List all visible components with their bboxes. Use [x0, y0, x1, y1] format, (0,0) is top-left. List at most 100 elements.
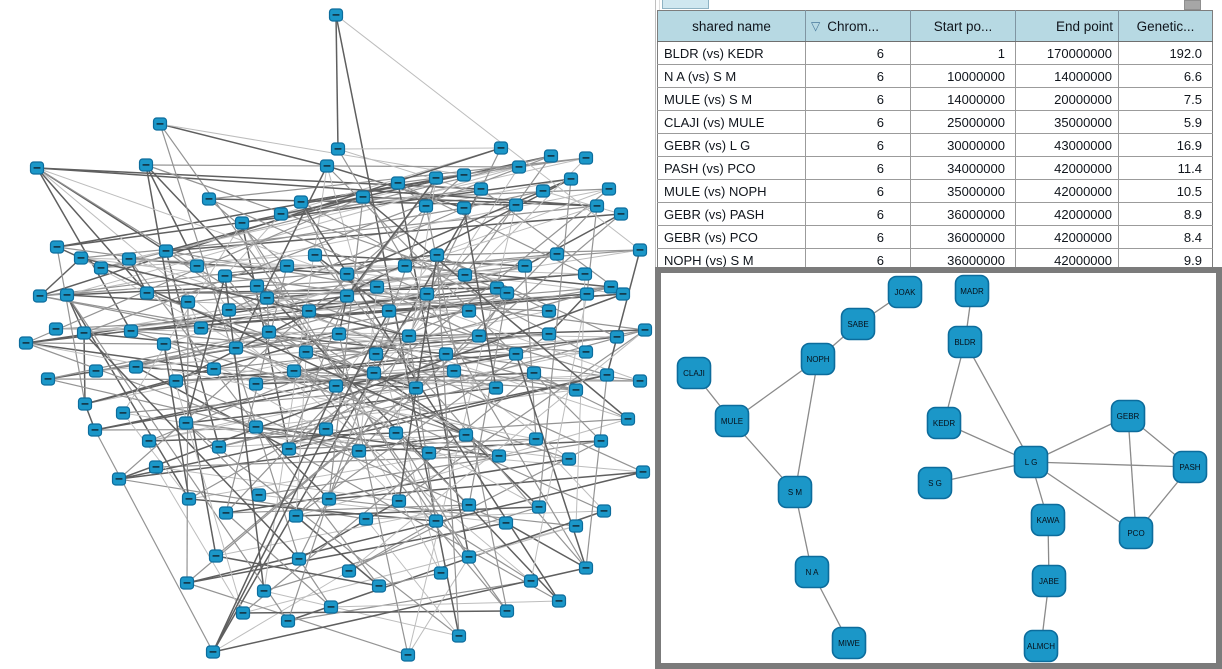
network-edge — [188, 438, 537, 500]
network-edge — [212, 385, 337, 653]
cell-chromosome: 6 — [805, 156, 911, 180]
table-row[interactable]: GEBR (vs) PCO 6 36000000 42000000 8.4 — [657, 225, 1213, 249]
cell-start_point: 34000000 — [910, 156, 1016, 180]
cell-start_point: 30000000 — [910, 133, 1016, 157]
node-label: NOPH — [806, 355, 829, 364]
network-edge — [155, 466, 400, 502]
column-header-genetic[interactable]: Genetic... — [1118, 10, 1213, 42]
network-node-claji[interactable] — [676, 356, 712, 390]
node-label: ALMCH — [1027, 642, 1055, 651]
network-node-bldr[interactable] — [947, 325, 983, 359]
network-node-pash[interactable] — [1172, 450, 1208, 484]
node-label-smudge — [22, 342, 30, 344]
network-edge[interactable] — [794, 358, 819, 493]
table-row[interactable]: MULE (vs) S M 6 14000000 20000000 7.5 — [657, 87, 1213, 111]
network-node-miwe[interactable] — [831, 626, 867, 660]
node-label-smudge — [125, 258, 133, 260]
table-row[interactable]: GEBR (vs) PASH 6 36000000 42000000 8.9 — [657, 202, 1213, 226]
node-label: PCO — [1127, 529, 1144, 538]
table-row[interactable]: N A (vs) S M 6 10000000 14000000 6.6 — [657, 64, 1213, 88]
network-node-sabe[interactable] — [840, 307, 876, 341]
node-label-smudge — [437, 572, 445, 574]
network-edge — [298, 500, 400, 560]
network-edge — [255, 426, 330, 500]
node-label-smudge — [372, 353, 380, 355]
network-edge — [39, 295, 577, 391]
network-node-almch[interactable] — [1023, 629, 1059, 663]
node-label-smudge — [619, 293, 627, 295]
network-node-kedr[interactable] — [926, 406, 962, 440]
node-label-smudge — [555, 600, 563, 602]
network-edge — [80, 257, 540, 508]
network-edge — [314, 254, 587, 569]
node-label-smudge — [285, 448, 293, 450]
node-label-smudge — [284, 620, 292, 622]
network-node-n-a[interactable] — [794, 555, 830, 589]
column-header-shared_name[interactable]: shared name — [657, 10, 806, 42]
network-node-pco[interactable] — [1118, 516, 1154, 550]
table-row[interactable]: NOPH (vs) S M 6 36000000 42000000 9.9 — [657, 248, 1213, 272]
node-label: KAWA — [1037, 516, 1061, 525]
scrollbar-fragment[interactable] — [1184, 0, 1201, 10]
network-edge — [335, 14, 339, 150]
network-node-noph[interactable] — [800, 342, 836, 376]
table-row[interactable]: CLAJI (vs) MULE 6 25000000 35000000 5.9 — [657, 110, 1213, 134]
network-edge[interactable] — [1127, 415, 1137, 534]
network-node-joak[interactable] — [887, 275, 923, 309]
node-label-smudge — [44, 378, 52, 380]
network-node-madr[interactable] — [954, 274, 990, 308]
node-label-smudge — [53, 246, 61, 248]
node-label-smudge — [127, 330, 135, 332]
node-label-smudge — [432, 177, 440, 179]
network-node-s-m[interactable] — [777, 475, 813, 509]
node-label-smudge — [182, 422, 190, 424]
network-node-l-g[interactable] — [1013, 445, 1049, 479]
table-row[interactable]: BLDR (vs) KEDR 6 1 170000000 192.0 — [657, 41, 1213, 65]
node-label-smudge — [503, 292, 511, 294]
network-node-jabe[interactable] — [1031, 564, 1067, 598]
cell-genetic: 16.9 — [1118, 133, 1213, 157]
cell-shared_name: CLAJI (vs) MULE — [657, 110, 806, 134]
cell-start_point: 25000000 — [910, 110, 1016, 134]
subnetwork-view[interactable]: JOAK MADR SABE BLDR NOPH CLAJI MULE KEDR GEBR L G… — [661, 273, 1216, 663]
large-network-view[interactable] — [0, 0, 655, 669]
column-header-start_point[interactable]: Start po... — [910, 10, 1016, 42]
filter-icon[interactable]: ▽ — [811, 18, 821, 33]
network-edge — [542, 190, 622, 215]
table-row[interactable]: PASH (vs) PCO 6 34000000 42000000 11.4 — [657, 156, 1213, 180]
network-edge[interactable] — [1030, 461, 1137, 534]
node-label-smudge — [77, 257, 85, 259]
node-label-smudge — [277, 213, 285, 215]
node-label-smudge — [332, 385, 340, 387]
network-node-mule[interactable] — [714, 404, 750, 438]
node-label-smudge — [162, 250, 170, 252]
node-label-smudge — [603, 374, 611, 376]
cell-end_point: 14000000 — [1015, 64, 1119, 88]
table-tab-fragment[interactable] — [662, 0, 709, 9]
network-edge — [330, 600, 560, 608]
node-label-smudge — [345, 570, 353, 572]
node-label-smudge — [497, 147, 505, 149]
cell-genetic: 8.4 — [1118, 225, 1213, 249]
node-label-smudge — [305, 310, 313, 312]
network-edge[interactable] — [964, 341, 1032, 463]
node-label-smudge — [255, 494, 263, 496]
network-edge — [445, 353, 577, 391]
node-label-smudge — [172, 380, 180, 382]
node-label-smudge — [636, 249, 644, 251]
node-label: SABE — [847, 320, 868, 329]
network-node-kawa[interactable] — [1030, 503, 1066, 537]
node-label-smudge — [636, 380, 644, 382]
column-header-end_point[interactable]: End point — [1015, 10, 1119, 42]
table-row[interactable]: MULE (vs) NOPH 6 35000000 42000000 10.5 — [657, 179, 1213, 203]
network-edge[interactable] — [1030, 461, 1191, 468]
network-edge — [100, 207, 465, 269]
network-edge — [122, 412, 190, 500]
network-edge — [436, 254, 460, 637]
network-node-gebr[interactable] — [1110, 399, 1146, 433]
network-node-s-g[interactable] — [917, 466, 953, 500]
table-row[interactable]: GEBR (vs) L G 6 30000000 43000000 16.9 — [657, 133, 1213, 157]
node-label-smudge — [582, 567, 590, 569]
column-header-chromosome[interactable]: ▽ Chrom... — [805, 10, 911, 42]
node-label-smudge — [515, 166, 523, 168]
